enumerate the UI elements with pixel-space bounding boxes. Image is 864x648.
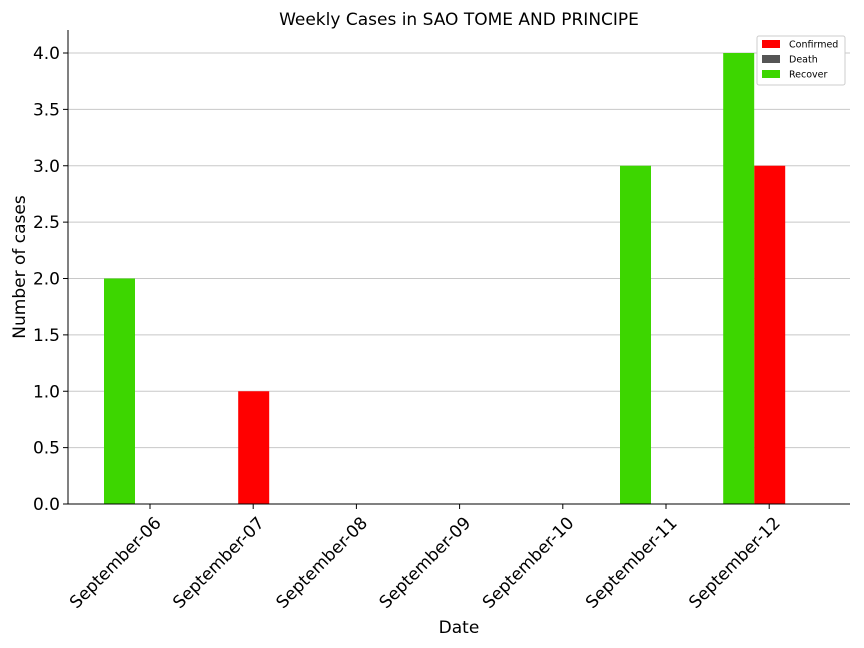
x-tick-label: September-10 <box>479 513 578 612</box>
y-tick-label: 1.0 <box>33 382 60 402</box>
x-ticks: September-06 September-07 September-08 Sept… <box>66 504 785 613</box>
legend-swatch-recover <box>762 70 780 78</box>
y-tick-label: 2.0 <box>33 270 60 290</box>
y-axis-title: Number of cases <box>10 195 30 339</box>
grid-lines <box>68 52 850 449</box>
y-tick-label: 0.0 <box>33 495 60 515</box>
legend-label-recover: Recover <box>789 70 828 81</box>
x-tick-label: September-12 <box>685 513 784 612</box>
x-tick-label: September-07 <box>169 513 268 612</box>
bar-recover <box>620 165 651 504</box>
legend-swatch-death <box>762 55 780 63</box>
y-tick-label: 1.5 <box>33 326 60 346</box>
x-axis-title: Date <box>439 618 480 638</box>
x-tick-label: September-08 <box>272 513 371 612</box>
bar-confirmed <box>238 391 270 504</box>
x-tick-label: September-06 <box>66 513 165 612</box>
legend-label-death: Death <box>789 55 818 66</box>
chart-title: Weekly Cases in SAO TOME AND PRINCIPE <box>279 10 639 30</box>
legend-label-confirmed: Confirmed <box>789 40 838 51</box>
y-tick-label: 0.5 <box>33 439 60 459</box>
y-tick-label: 3.5 <box>33 100 60 120</box>
y-ticks: 0.0 0.5 1.0 1.5 2.0 2.5 3.0 3.5 4.0 <box>33 44 68 515</box>
legend-swatch-confirmed <box>762 40 780 48</box>
legend: Confirmed Death Recover <box>756 35 846 86</box>
bar-recover <box>723 53 755 504</box>
bars <box>104 53 786 504</box>
y-tick-label: 3.0 <box>33 157 60 177</box>
bar-recover <box>104 278 135 504</box>
x-tick-label: September-09 <box>376 513 475 612</box>
x-tick-label: September-11 <box>582 513 681 612</box>
y-tick-label: 2.5 <box>33 213 60 233</box>
y-tick-label: 4.0 <box>33 44 60 64</box>
bar-confirmed <box>754 165 786 504</box>
